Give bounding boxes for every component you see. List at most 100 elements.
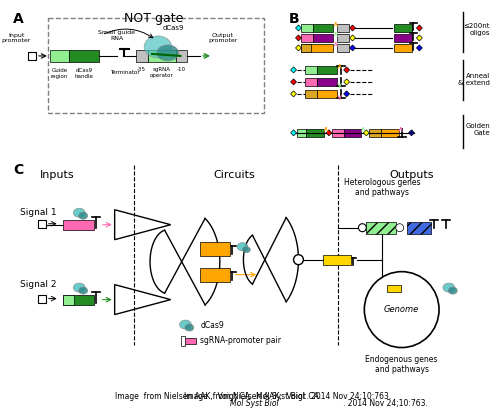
Bar bbox=[313, 34, 333, 42]
Ellipse shape bbox=[243, 247, 250, 253]
Text: Circuits: Circuits bbox=[214, 170, 255, 180]
Bar bbox=[183, 337, 196, 344]
Bar bbox=[323, 255, 351, 265]
Polygon shape bbox=[290, 67, 296, 73]
Ellipse shape bbox=[73, 283, 85, 292]
Text: dCas9
handle: dCas9 handle bbox=[75, 68, 94, 79]
Text: Small guide
RNA: Small guide RNA bbox=[98, 30, 135, 41]
Bar bbox=[38, 220, 46, 228]
Polygon shape bbox=[344, 79, 350, 85]
Bar bbox=[394, 24, 412, 32]
Bar bbox=[344, 129, 361, 137]
Polygon shape bbox=[290, 91, 296, 97]
Text: Anneal
& extend: Anneal & extend bbox=[458, 74, 490, 86]
Bar bbox=[181, 335, 186, 346]
Ellipse shape bbox=[180, 320, 191, 329]
Bar bbox=[28, 52, 36, 60]
Bar bbox=[200, 242, 230, 256]
Text: dCas9: dCas9 bbox=[200, 321, 224, 330]
Ellipse shape bbox=[157, 45, 179, 61]
Bar bbox=[50, 50, 69, 62]
Bar bbox=[381, 129, 399, 137]
Circle shape bbox=[396, 224, 404, 232]
Circle shape bbox=[364, 272, 439, 348]
Polygon shape bbox=[350, 35, 355, 41]
Polygon shape bbox=[409, 130, 415, 136]
Text: Mol Syst Biol: Mol Syst Biol bbox=[230, 399, 278, 409]
Bar bbox=[176, 50, 188, 62]
Text: Signal 2: Signal 2 bbox=[20, 280, 57, 289]
Ellipse shape bbox=[79, 287, 88, 294]
Polygon shape bbox=[295, 25, 301, 31]
Circle shape bbox=[293, 255, 303, 265]
Bar bbox=[317, 78, 337, 86]
Polygon shape bbox=[290, 130, 296, 136]
Text: Signal 1: Signal 1 bbox=[20, 208, 57, 217]
Text: Inputs: Inputs bbox=[40, 170, 75, 180]
Text: -35: -35 bbox=[137, 67, 146, 72]
Polygon shape bbox=[417, 35, 422, 41]
Polygon shape bbox=[295, 45, 301, 51]
Ellipse shape bbox=[237, 242, 248, 251]
Bar bbox=[301, 24, 313, 32]
Bar bbox=[369, 129, 381, 137]
Bar bbox=[200, 268, 230, 282]
Ellipse shape bbox=[185, 324, 194, 331]
Bar bbox=[305, 78, 317, 86]
Text: Input
promoter: Input promoter bbox=[1, 32, 31, 43]
Bar bbox=[38, 295, 46, 302]
Bar bbox=[387, 285, 401, 292]
Bar bbox=[407, 222, 431, 234]
Bar bbox=[337, 34, 349, 42]
Bar bbox=[317, 90, 337, 98]
Bar bbox=[69, 50, 99, 62]
Text: Golden
Gate: Golden Gate bbox=[466, 123, 490, 136]
Text: sgRNA-promoter pair: sgRNA-promoter pair bbox=[200, 336, 281, 345]
Text: Image  from Nielsen AAK,  Voigt CA.: Image from Nielsen AAK, Voigt CA. bbox=[185, 393, 324, 402]
Ellipse shape bbox=[144, 36, 172, 58]
Circle shape bbox=[358, 224, 366, 232]
Polygon shape bbox=[295, 35, 301, 41]
Bar bbox=[317, 66, 337, 74]
Text: dCas9: dCas9 bbox=[163, 25, 184, 31]
Text: B: B bbox=[288, 12, 299, 26]
Bar bbox=[337, 44, 349, 52]
Text: Image  from Nielsen AAK,  Voigt CA.  Mol Syst Biol . 2014 Nov 24;10:763.: Image from Nielsen AAK, Voigt CA. Mol Sy… bbox=[115, 393, 391, 402]
Bar bbox=[62, 295, 94, 305]
Text: -10: -10 bbox=[177, 67, 186, 72]
Bar bbox=[136, 50, 148, 62]
Text: C: C bbox=[13, 163, 23, 177]
Bar bbox=[301, 44, 333, 52]
Polygon shape bbox=[363, 130, 369, 136]
Polygon shape bbox=[350, 45, 355, 51]
Polygon shape bbox=[350, 25, 355, 31]
Polygon shape bbox=[417, 45, 422, 51]
Bar bbox=[366, 222, 396, 234]
Polygon shape bbox=[344, 91, 350, 97]
Ellipse shape bbox=[79, 212, 88, 219]
Bar bbox=[337, 24, 349, 32]
Text: sgRNA
operator: sgRNA operator bbox=[150, 67, 174, 78]
Bar bbox=[394, 34, 412, 42]
Polygon shape bbox=[326, 130, 332, 136]
Bar bbox=[301, 44, 311, 52]
Text: . 2014 Nov 24;10:763.: . 2014 Nov 24;10:763. bbox=[343, 399, 428, 409]
Ellipse shape bbox=[449, 287, 457, 294]
Bar bbox=[301, 34, 313, 42]
Bar bbox=[148, 50, 176, 62]
Bar bbox=[313, 24, 333, 32]
Bar bbox=[62, 220, 94, 230]
Bar bbox=[305, 90, 317, 98]
Ellipse shape bbox=[443, 283, 455, 292]
Text: Endogenous genes
and pathways: Endogenous genes and pathways bbox=[365, 355, 438, 374]
Text: Heterologous genes
and pathways: Heterologous genes and pathways bbox=[344, 178, 420, 197]
Polygon shape bbox=[290, 79, 296, 85]
Text: Guide
region: Guide region bbox=[51, 68, 68, 79]
Bar bbox=[305, 66, 317, 74]
Bar bbox=[306, 129, 324, 137]
Text: Genome: Genome bbox=[384, 305, 419, 314]
Bar bbox=[296, 129, 306, 137]
Bar bbox=[62, 295, 74, 305]
Polygon shape bbox=[344, 67, 350, 73]
Text: Output
promoter: Output promoter bbox=[208, 32, 238, 43]
